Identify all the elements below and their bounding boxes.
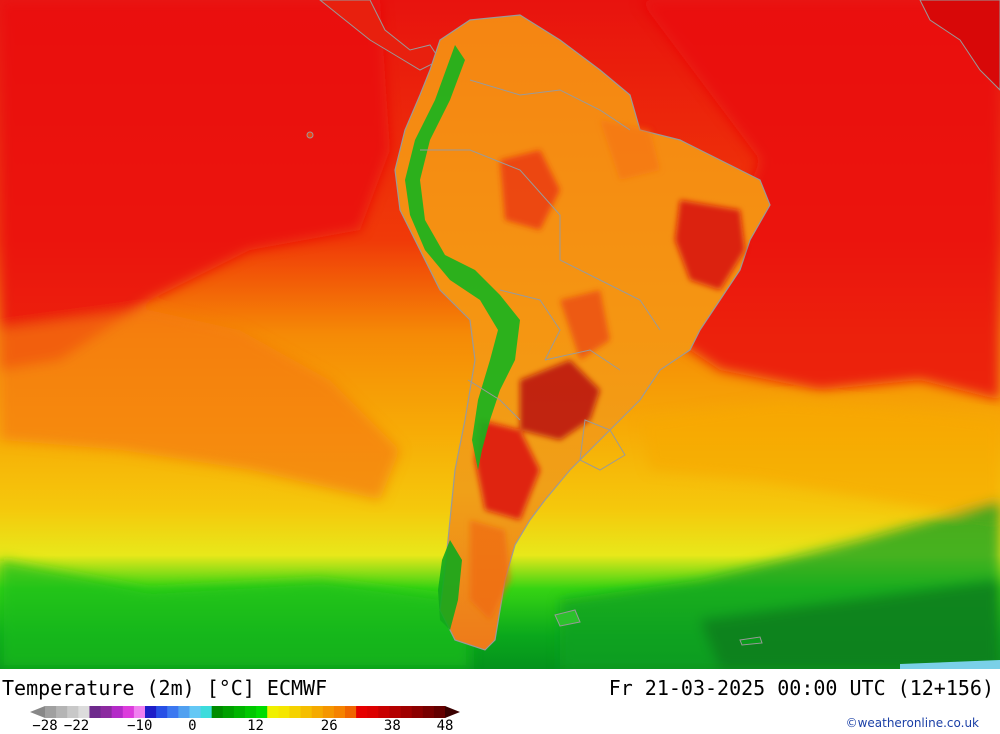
legend-swatch [278, 706, 290, 718]
legend-swatch [311, 706, 324, 718]
legend-swatch [78, 706, 90, 718]
legend-tick-label: 12 [247, 718, 264, 734]
legend-swatch [167, 706, 179, 718]
color-legend [30, 706, 460, 718]
legend-swatch [378, 706, 390, 718]
legend-swatch [345, 706, 357, 718]
legend-swatch [222, 706, 235, 718]
legend-swatch [233, 706, 246, 718]
temperature-map [0, 0, 1000, 669]
legend-swatch [178, 706, 190, 718]
south-georgia [739, 636, 763, 646]
legend-swatch [422, 706, 435, 718]
land-hot-patches [470, 120, 745, 620]
legend-swatch [411, 706, 424, 718]
legend-swatch [245, 706, 257, 718]
legend-arrow-high [445, 706, 460, 718]
legend-swatch [211, 706, 224, 718]
legend-swatch [322, 706, 335, 718]
legend-tick-label: 38 [383, 718, 401, 734]
legend-swatch [433, 706, 446, 718]
falklands [554, 609, 581, 627]
legend-tick-label: 48 [436, 718, 454, 734]
legend-swatch [67, 706, 79, 718]
legend-swatch [156, 706, 168, 718]
legend-swatch [189, 706, 201, 718]
legend-swatch [256, 706, 268, 718]
legend-swatch [300, 706, 313, 718]
legend-swatch [400, 706, 413, 718]
legend-swatch [367, 706, 379, 718]
map-title: Temperature (2m) [°C] ECMWF [2, 676, 328, 700]
legend-swatch [356, 706, 368, 718]
island [306, 131, 314, 139]
source-credit: ©weatheronline.co.uk [845, 716, 979, 730]
ocean-warm-patches [0, 0, 1000, 669]
legend-arrow-low [30, 706, 45, 718]
legend-swatch [56, 706, 68, 718]
legend-tick-label: −10 [127, 718, 153, 734]
forecast-datetime: Fr 21-03-2025 00:00 UTC (12+156) [608, 676, 994, 700]
legend-swatch [289, 706, 301, 718]
patagonia-cool-strip [438, 540, 462, 630]
legend-tick-label: 26 [320, 718, 338, 734]
legend-tick-label: −28 [32, 718, 58, 734]
legend-swatch [333, 706, 346, 718]
legend-swatch [267, 706, 279, 718]
country-borders [420, 79, 661, 471]
legend-tick-label: −22 [63, 718, 90, 734]
legend-swatch [111, 706, 124, 718]
legend-swatch [122, 706, 135, 718]
africa-coast [919, 0, 1000, 91]
antarctic-peninsula [900, 660, 1000, 669]
legend-swatch [100, 706, 113, 718]
legend-swatch [145, 706, 157, 718]
andes-cool-strip [405, 45, 520, 470]
legend-swatch [45, 706, 57, 718]
legend-swatch [133, 706, 146, 718]
legend-swatch [200, 706, 213, 718]
legend-swatch [389, 706, 401, 718]
legend-swatch [89, 706, 101, 718]
legend-tick-label: 0 [188, 718, 197, 734]
